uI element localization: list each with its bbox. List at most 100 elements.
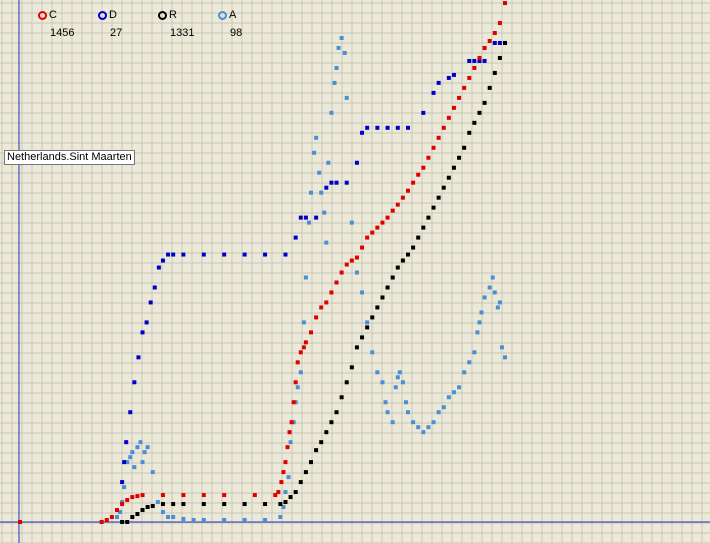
point-c-23 [291,400,296,405]
point-c-45 [390,208,395,213]
point-a-86 [492,290,497,295]
point-a-28 [288,440,293,445]
point-r-27 [344,380,349,385]
point-d-18 [263,252,268,257]
point-a-71 [431,420,436,425]
point-r-2 [130,515,135,520]
legend-marker-c [38,11,47,20]
point-r-5 [145,505,150,510]
point-c-47 [400,195,405,200]
point-r-49 [457,155,462,160]
point-a-29 [291,420,296,425]
point-a-47 [336,45,341,50]
point-c-27 [301,345,306,350]
point-r-42 [421,225,426,230]
point-a-10 [140,460,145,465]
point-d-32 [385,125,390,130]
point-a-59 [385,410,390,415]
point-d-45 [497,40,502,45]
point-r-17 [293,490,298,495]
legend-count-r: 1331 [170,27,195,39]
point-d-9 [152,285,157,290]
point-a-49 [342,50,347,55]
point-c-48 [406,188,410,193]
legend-marker-d [98,11,107,20]
point-a-75 [451,390,456,395]
point-c-6 [125,498,130,503]
point-r-19 [303,470,308,475]
point-a-58 [383,400,388,405]
point-d-40 [467,58,472,63]
point-r-48 [451,165,456,170]
point-a-88 [497,300,502,305]
point-a-68 [416,425,421,430]
point-r-51 [467,130,472,135]
point-r-50 [462,145,467,150]
point-d-43 [482,58,487,63]
point-a-36 [309,190,313,195]
point-r-6 [150,504,155,509]
point-r-13 [263,502,268,507]
point-r-57 [497,55,502,60]
point-c-12 [201,493,206,498]
point-r-9 [181,502,186,507]
point-r-34 [380,295,385,300]
point-a-89 [499,345,504,350]
point-d-26 [334,180,339,185]
point-c-10 [160,493,165,498]
point-c-50 [416,172,421,177]
point-a-74 [446,395,451,400]
point-a-69 [421,430,426,435]
legend-count-c: 1456 [50,27,75,39]
point-a-73 [441,405,446,410]
point-d-15 [201,252,206,257]
point-a-17 [171,515,176,520]
point-c-55 [441,125,446,130]
point-c-61 [472,65,477,70]
point-r-20 [309,460,313,465]
point-a-77 [462,370,467,375]
point-r-29 [354,345,359,350]
point-a-4 [125,460,130,465]
point-d-4 [132,380,137,385]
point-d-6 [140,330,145,335]
point-c-62 [477,55,482,60]
point-r-47 [446,175,451,180]
point-a-12 [145,445,150,450]
legend-count-a: 98 [230,27,243,39]
point-a-76 [457,385,462,390]
point-a-9 [138,440,143,445]
point-c-33 [329,290,334,295]
point-d-8 [148,300,153,305]
point-c-51 [421,165,426,170]
point-c-40 [365,235,370,240]
point-d-2 [124,440,129,445]
point-a-78 [467,360,472,365]
point-d-10 [156,265,161,270]
point-a-14 [155,500,160,505]
point-d-23 [314,215,319,220]
point-r-30 [360,335,365,340]
point-d-25 [329,180,334,185]
point-c-67 [503,1,507,6]
point-c-34 [334,280,339,285]
point-c-26 [298,350,303,355]
point-c-32 [324,300,329,305]
legend-marker-a [218,11,227,20]
point-a-90 [503,355,507,360]
legend-count-d: 27 [110,27,123,39]
point-a-21 [222,518,227,523]
point-a-62 [395,375,400,380]
point-a-5 [128,455,133,460]
point-r-40 [411,245,416,250]
point-a-38 [314,135,319,140]
point-a-79 [472,350,477,355]
point-a-25 [281,505,286,510]
point-c-17 [279,480,284,485]
point-r-39 [406,252,410,257]
point-c-54 [436,135,441,140]
point-d-1 [122,460,127,465]
point-r-22 [319,440,324,445]
point-c-37 [349,258,354,263]
point-c-22 [289,420,294,425]
